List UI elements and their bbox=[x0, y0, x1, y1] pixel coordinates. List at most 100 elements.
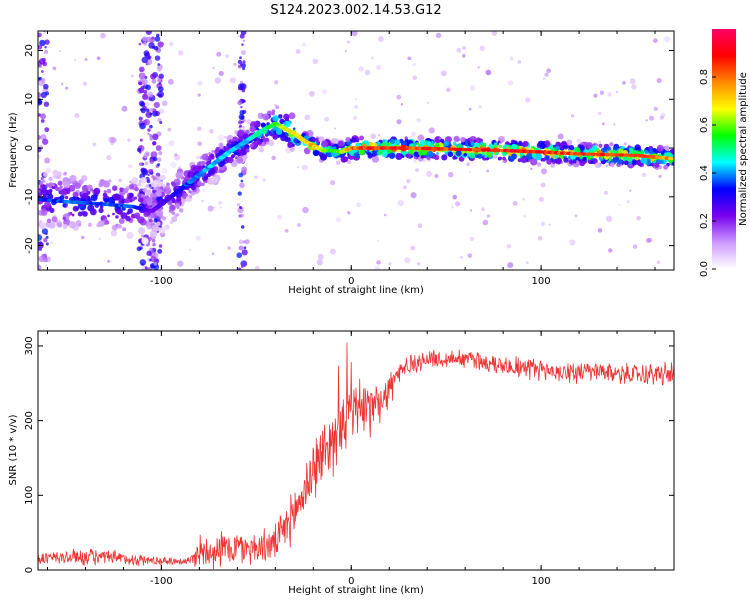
spectrogram-speckle bbox=[358, 66, 364, 72]
spectrogram-streak-dot bbox=[42, 257, 48, 263]
spectrogram-ridge-dot bbox=[623, 160, 629, 166]
spectrogram-speckle bbox=[466, 162, 470, 166]
spectrogram-streak-dot bbox=[138, 42, 142, 46]
spectrogram-ridge-core bbox=[490, 148, 497, 153]
spectrogram-speckle bbox=[460, 255, 463, 259]
spectrogram-speckle bbox=[277, 214, 283, 220]
spectrogram-ridge-dot bbox=[231, 161, 237, 167]
spectrogram-speckle bbox=[212, 66, 215, 70]
spectrogram-speckle bbox=[416, 262, 421, 266]
x-tick-label: 0 bbox=[348, 576, 354, 587]
spectrogram-ridge-dot bbox=[57, 222, 63, 228]
spectrogram-ridge-dot bbox=[40, 183, 46, 189]
spectrogram-ridge-dot bbox=[211, 176, 218, 184]
spectrogram-speckle bbox=[618, 203, 621, 207]
spectrogram-ridge-dot bbox=[309, 136, 316, 143]
spectrogram-ridge-core bbox=[667, 156, 674, 161]
spectrogram-speckle bbox=[468, 107, 472, 111]
spectrogram-ridge-dot bbox=[201, 153, 209, 161]
spectrogram-streak-dot bbox=[157, 63, 161, 66]
spectrogram-ridge-dot bbox=[68, 221, 77, 229]
spectrogram-ridge-core bbox=[590, 152, 597, 157]
spectrogram-speckle bbox=[636, 215, 641, 221]
snr-x-axis-label: Height of straight line (km) bbox=[288, 585, 424, 596]
spectrogram-speckle bbox=[629, 189, 632, 192]
spectrogram-streak-dot bbox=[242, 240, 246, 244]
spectrogram-ridge-core bbox=[585, 152, 592, 156]
spectrogram-ridge-dot bbox=[452, 141, 457, 146]
spectrogram-ridge-dot bbox=[152, 197, 156, 201]
spectrogram-speckle bbox=[455, 201, 461, 207]
spectrogram-speckle bbox=[60, 82, 64, 86]
spectrogram-speckle bbox=[74, 58, 77, 61]
spectrogram-ridge-dot bbox=[45, 183, 49, 187]
spectrogram-streak-dot bbox=[150, 256, 157, 263]
spectrogram-streak-dot bbox=[239, 206, 243, 210]
spectrogram-ridge-dot bbox=[244, 144, 250, 150]
spectrogram-ridge-dot bbox=[582, 156, 586, 161]
spectrogram-speckle bbox=[347, 160, 352, 165]
spectrogram-speckle bbox=[356, 202, 361, 208]
spectrogram-speckle bbox=[629, 78, 636, 85]
spectrogram-ridge-dot bbox=[481, 142, 487, 148]
y-tick-label: 0 bbox=[24, 145, 35, 151]
spectrogram-speckle bbox=[63, 171, 68, 176]
spectrogram-ridge-dot bbox=[148, 218, 153, 223]
spectrogram-ridge-dot bbox=[656, 144, 664, 152]
spectrogram-ridge-dot bbox=[120, 212, 128, 219]
spectrogram-ridge-dot bbox=[568, 145, 575, 151]
spectrogram-speckle bbox=[658, 174, 662, 179]
spectrogram-ridge-dot bbox=[52, 169, 59, 176]
spectrogram-speckle bbox=[211, 252, 215, 256]
spectrogram-ridge-dot bbox=[417, 134, 425, 142]
spectrogram-streak-dot bbox=[139, 101, 146, 107]
spectrogram-speckle bbox=[512, 200, 518, 206]
spectrogram-streak-dot bbox=[38, 63, 42, 68]
spectrogram-ridge-dot bbox=[118, 178, 123, 183]
spectrogram-ridge-dot bbox=[664, 145, 670, 151]
spectrogram-speckle bbox=[451, 205, 454, 209]
spectrogram-speckle bbox=[467, 253, 473, 258]
spectrogram-speckle bbox=[107, 259, 111, 263]
spectrogram-speckle bbox=[177, 260, 184, 267]
spectrogram-ridge-dot bbox=[258, 147, 264, 153]
spectrogram-ridge-dot bbox=[486, 151, 492, 158]
spectrogram-streak-dot bbox=[241, 43, 244, 46]
spectrogram-speckle bbox=[415, 168, 419, 173]
spectrogram-ridge-dot bbox=[280, 134, 287, 142]
spectrogram-speckle bbox=[428, 127, 435, 134]
spectrogram-ridge-dot bbox=[81, 175, 88, 182]
spectrogram-streak-dot bbox=[241, 249, 248, 256]
y-tick-label: 300 bbox=[24, 336, 35, 355]
colorbar-tick-label: 0.2 bbox=[699, 213, 710, 229]
spectrogram-ridge-dot bbox=[502, 156, 506, 161]
spectrogram-speckle bbox=[542, 77, 546, 81]
spectrogram-speckle bbox=[427, 101, 430, 104]
spectrogram-speckle bbox=[178, 165, 182, 169]
spectrogram-speckle bbox=[653, 38, 658, 43]
spectrogram-speckle bbox=[334, 127, 337, 130]
spectrogram-ridge-dot bbox=[498, 144, 502, 149]
spectrogram-streak-dot bbox=[139, 122, 146, 130]
spectrogram-ridge-dot bbox=[90, 194, 98, 202]
spectrogram-ridge-dot bbox=[350, 137, 357, 143]
spectrogram-speckle bbox=[632, 244, 638, 249]
spectrogram-streak-dot bbox=[148, 42, 155, 49]
spectrogram-ridge-dot bbox=[118, 217, 125, 224]
spectrogram-ridge-dot bbox=[291, 143, 295, 147]
spectrogram-speckle bbox=[656, 77, 662, 84]
spectrogram-ridge-dot bbox=[134, 212, 141, 219]
spectrogram-ridge-dot bbox=[171, 211, 175, 215]
spectrogram-streak-dot bbox=[149, 258, 152, 262]
spectrogram-ridge-dot bbox=[146, 224, 152, 230]
spectrogram-speckle bbox=[397, 200, 404, 207]
spectrogram-speckle bbox=[197, 126, 202, 131]
spectrogram-ridge-dot bbox=[61, 189, 68, 196]
spectrogram-streak-dot bbox=[238, 214, 242, 218]
spectrogram-ridge-dot bbox=[415, 142, 420, 146]
spectrogram-ridge-dot bbox=[609, 150, 613, 154]
spectrogram-speckle bbox=[229, 77, 236, 84]
spectrogram-ridge-dot bbox=[150, 180, 158, 188]
chart-title: S124.2023.002.14.53.G12 bbox=[270, 3, 441, 18]
spectrogram-speckle bbox=[167, 78, 174, 85]
